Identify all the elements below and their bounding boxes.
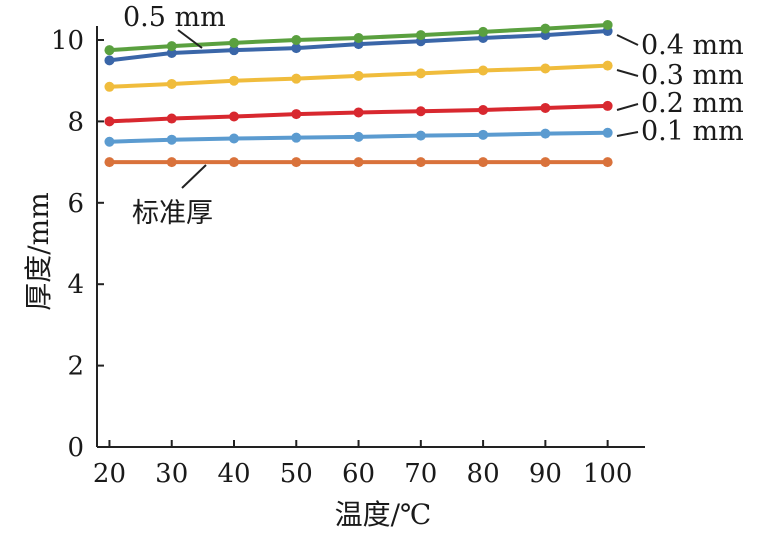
data-point <box>415 130 426 141</box>
series-label: 0.4 mm <box>641 30 744 61</box>
x-tick-label: 90 <box>529 459 562 489</box>
data-point <box>166 41 177 52</box>
x-tick-label: 80 <box>467 459 500 489</box>
series-5 <box>104 19 613 56</box>
x-tick-label: 60 <box>342 459 375 489</box>
series-3 <box>104 60 613 92</box>
data-point <box>353 157 364 168</box>
data-point <box>291 157 302 168</box>
data-point <box>104 136 115 147</box>
data-point <box>353 32 364 43</box>
series-label: 0.2 mm <box>641 88 744 119</box>
data-point <box>104 55 115 66</box>
data-point <box>104 157 115 168</box>
y-axis-title: 厚度/mm <box>22 192 55 311</box>
y-tick-label: 0 <box>67 433 84 463</box>
data-point <box>229 157 239 168</box>
data-point <box>540 128 551 139</box>
data-point <box>602 127 613 138</box>
data-point <box>229 111 239 122</box>
series-label: 0.1 mm <box>641 116 744 147</box>
x-tick-label: 100 <box>583 459 633 489</box>
series-labels: 标准厚 0.1 mm0.2 mm0.3 mm0.4 mm 0.5 mm <box>123 2 744 229</box>
series-layer <box>104 19 613 168</box>
label-leader-line <box>177 29 203 49</box>
data-point <box>602 19 613 30</box>
x-axis-title: 温度/℃ <box>335 498 432 531</box>
data-point <box>540 23 551 34</box>
data-point <box>166 113 177 124</box>
series-0 <box>104 157 613 168</box>
data-point <box>415 157 426 168</box>
series-1 <box>104 127 613 147</box>
x-ticks: 20 30 40 50 60 70 80 90 100 <box>93 440 633 489</box>
y-tick-label: 4 <box>67 270 84 300</box>
y-tick-label: 6 <box>67 189 84 219</box>
data-point <box>229 133 239 144</box>
x-tick-label: 30 <box>155 459 188 489</box>
data-point <box>353 131 364 142</box>
y-tick-label: 8 <box>67 107 84 137</box>
data-point <box>166 157 177 168</box>
series-label: 标准厚 <box>132 198 213 229</box>
data-point <box>104 81 115 92</box>
y-tick-label: 2 <box>67 352 84 382</box>
label-leader-line <box>616 69 639 77</box>
series-2 <box>104 100 613 127</box>
label-leader-line <box>616 34 639 46</box>
y-ticks: 0 2 4 6 8 10 <box>51 26 104 463</box>
x-tick-label: 20 <box>93 459 126 489</box>
y-tick-label: 10 <box>51 26 84 56</box>
data-point <box>602 100 613 111</box>
data-point <box>291 132 302 143</box>
data-point <box>540 157 551 168</box>
data-point <box>353 107 364 118</box>
data-point <box>540 102 551 113</box>
data-point <box>415 106 426 117</box>
data-point <box>602 157 613 168</box>
data-point <box>353 70 364 81</box>
label-leader-line <box>181 164 207 189</box>
data-point <box>478 129 489 140</box>
data-point <box>291 73 302 84</box>
data-point <box>478 105 489 116</box>
data-point <box>229 75 239 86</box>
data-point <box>166 78 177 89</box>
data-point <box>104 116 115 127</box>
data-point <box>478 157 489 168</box>
x-tick-label: 70 <box>404 459 437 489</box>
series-label: 0.3 mm <box>641 60 744 91</box>
data-point <box>291 109 302 120</box>
x-tick-label: 40 <box>217 459 250 489</box>
data-point <box>166 134 177 145</box>
x-tick-label: 50 <box>280 459 313 489</box>
data-point <box>291 43 302 54</box>
data-point <box>229 37 239 48</box>
data-point <box>291 35 302 45</box>
data-point <box>104 45 115 56</box>
data-point <box>166 48 177 59</box>
series-label: 0.5 mm <box>123 2 226 33</box>
data-point <box>478 26 489 37</box>
axes <box>96 26 645 448</box>
data-point <box>602 60 613 71</box>
data-point <box>415 68 426 79</box>
label-leader-line <box>616 131 639 137</box>
data-point <box>229 45 239 56</box>
label-leader-line <box>616 103 639 111</box>
data-point <box>478 65 489 76</box>
data-point <box>415 30 426 41</box>
data-point <box>540 63 551 74</box>
